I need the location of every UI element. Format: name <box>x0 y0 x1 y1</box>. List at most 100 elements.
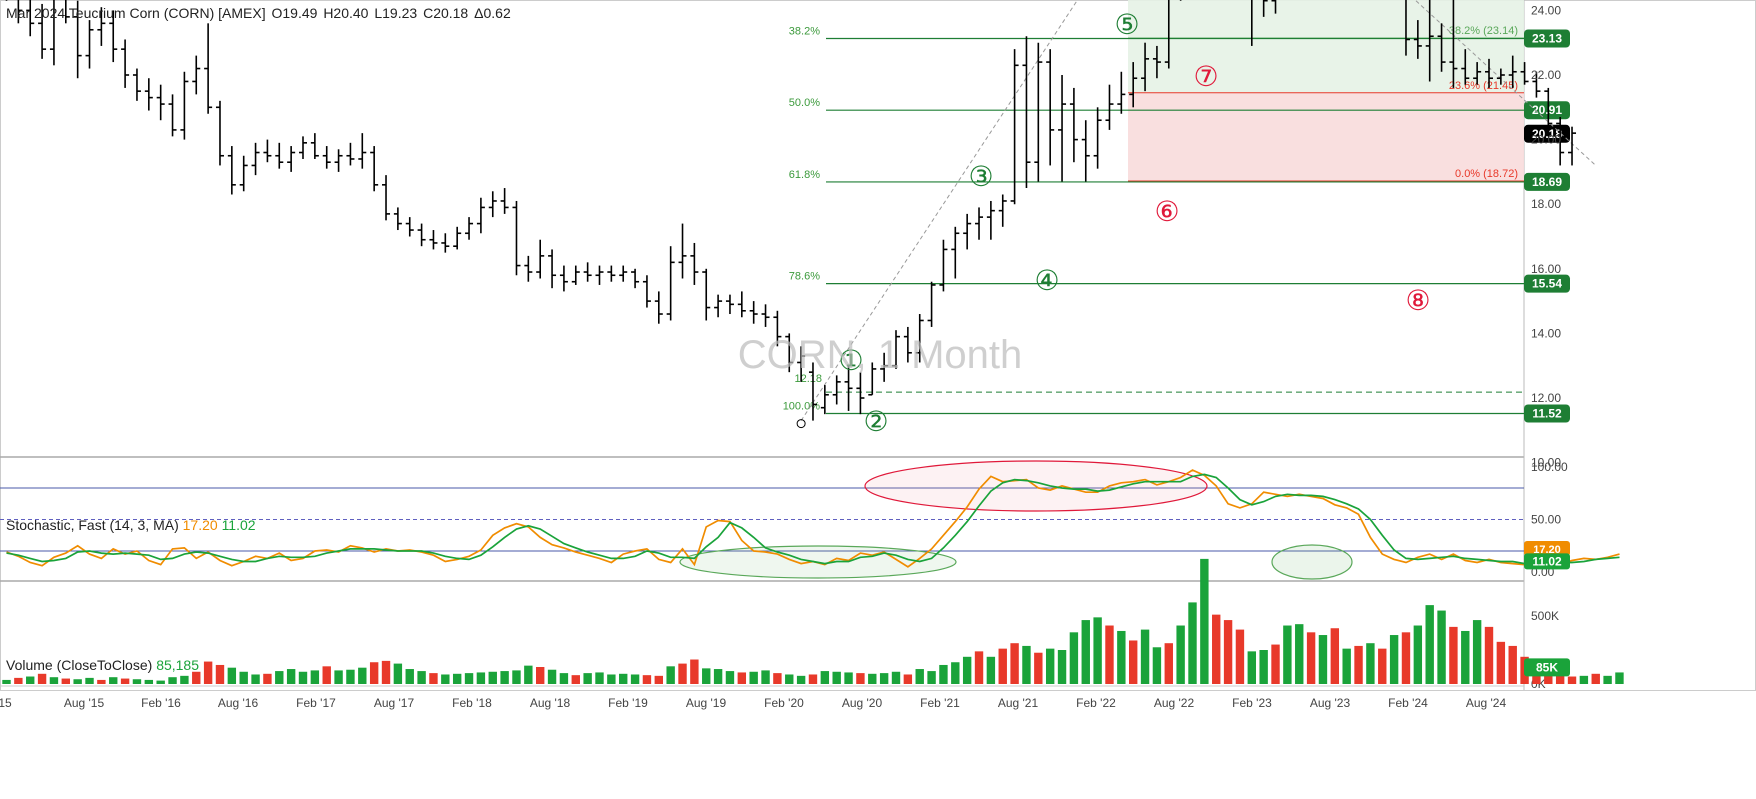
fib-shade-layer: 100.0% (30.30)78.6% (27.82)61.8% (25.88)… <box>1128 0 1524 182</box>
volume-bar <box>927 671 936 684</box>
volume-bar <box>1461 630 1470 684</box>
wave-label: ⑧ <box>1405 284 1430 317</box>
fib-price-badge-text: 20.91 <box>1532 103 1562 117</box>
fib-level-label: 78.6% <box>789 271 820 283</box>
fib-price-badge-bg <box>1524 101 1570 120</box>
x-tick-label: Feb '17 <box>296 696 336 710</box>
volume-bar <box>144 679 154 684</box>
close-value: C20.18 <box>423 5 469 21</box>
volume-bar <box>1164 643 1173 684</box>
stochastic-tick-label: 50.00 <box>1531 513 1561 527</box>
ohlc-bar <box>215 100 224 166</box>
volume-bar <box>500 671 509 684</box>
volume-bar <box>85 677 94 684</box>
volume-bar <box>583 673 592 684</box>
volume-bar <box>1022 645 1031 684</box>
volume-bar <box>286 669 296 684</box>
x-tick-label: 15 <box>0 696 12 710</box>
volume-bar <box>405 669 414 684</box>
volume-bar <box>156 680 165 684</box>
volume-bar <box>713 669 723 684</box>
volume-bar <box>808 674 818 684</box>
volume-bar <box>1105 625 1114 684</box>
fib-price-badge: 18.69 <box>1524 172 1570 191</box>
volume-bar <box>619 673 628 684</box>
ohlc-bar <box>512 200 521 276</box>
volume-bar <box>1057 650 1067 684</box>
ohlc-bar <box>227 146 236 195</box>
volume-bar <box>180 675 189 684</box>
ohlc-bar <box>132 68 141 101</box>
ohlc-bar <box>714 294 723 318</box>
volume-bar <box>97 679 106 684</box>
ohlc-bar <box>73 0 82 79</box>
volume-bar <box>512 670 521 684</box>
volume-bar <box>1235 629 1245 684</box>
ohlc-bar <box>1069 87 1078 163</box>
ohlc-bar <box>737 291 746 318</box>
wave-label: ④ <box>1034 264 1059 297</box>
fib-price-badge: 11.52 <box>1524 404 1570 423</box>
ohlc-bar <box>1437 23 1446 72</box>
volume-bar <box>844 672 853 684</box>
watermark: CORN, 1 Month <box>738 333 1023 377</box>
ohlc-bar <box>963 213 972 250</box>
ohlc-bar <box>1105 84 1114 130</box>
volume-bar <box>2 679 11 684</box>
volume-bar <box>215 664 225 684</box>
volume-bar <box>1188 602 1197 684</box>
x-tick-label: Aug '22 <box>1154 696 1195 710</box>
volume-bar <box>879 673 889 684</box>
volume-bar <box>120 678 130 684</box>
volume-bar <box>476 672 486 684</box>
x-tick-label: Aug '23 <box>1310 696 1351 710</box>
stochastic-tick-label: 100.00 <box>1531 460 1568 474</box>
ohlc-bar <box>690 242 699 285</box>
volume-bar <box>1152 647 1162 684</box>
volume-bar <box>559 673 569 684</box>
volume-bar <box>203 661 213 684</box>
volume-bar <box>1093 617 1102 684</box>
volume-bar <box>678 663 687 684</box>
fib-price-badge: 15.54 <box>1524 274 1570 293</box>
volume-bar <box>536 667 545 684</box>
price-tick-label: 10.00 <box>1531 456 1561 470</box>
fib-price-badge-bg <box>1524 274 1570 293</box>
ohlc-bar <box>915 314 924 363</box>
volume-bar <box>1129 640 1138 684</box>
fib2-level-label: 23.6% (21.45) <box>1449 80 1518 92</box>
volume-bar <box>1330 628 1340 684</box>
volume-bar <box>737 672 747 684</box>
volume-bar <box>73 679 82 684</box>
x-tick-label: Feb '21 <box>920 696 960 710</box>
ohlc-bar <box>725 294 734 315</box>
ohlc-bar <box>773 310 782 347</box>
price-tick-label: 18.00 <box>1531 197 1561 211</box>
x-tick-label: Feb '23 <box>1232 696 1272 710</box>
ohlc-bar <box>1262 0 1268 17</box>
x-tick-label: Aug '20 <box>842 696 883 710</box>
volume-bar <box>1295 624 1304 684</box>
volume-bar <box>725 671 735 684</box>
volume-bar <box>915 669 924 684</box>
volume-bar <box>239 671 248 684</box>
volume-bar <box>749 671 758 684</box>
volume-bar <box>796 675 806 684</box>
fib2-level-label: 38.2% (23.14) <box>1449 25 1518 37</box>
volume-bar <box>524 665 533 684</box>
swing-low-marker <box>796 419 806 429</box>
ohlc-bar <box>1544 87 1553 137</box>
x-tick-label: Aug '21 <box>998 696 1039 710</box>
volume-bar <box>381 660 391 684</box>
price-tick-label: 14.00 <box>1531 326 1561 340</box>
volume-bar <box>1544 669 1553 684</box>
ohlc-bar <box>1449 0 1458 88</box>
ohlc-bar <box>26 0 35 37</box>
volume-bar <box>132 679 142 684</box>
ohlc-bar <box>654 291 663 324</box>
volume-bar <box>1034 652 1043 684</box>
volume-bar <box>939 664 948 684</box>
high-value: H20.40 <box>323 5 369 21</box>
volume-bar <box>785 674 794 684</box>
volume-bar <box>1508 645 1517 684</box>
